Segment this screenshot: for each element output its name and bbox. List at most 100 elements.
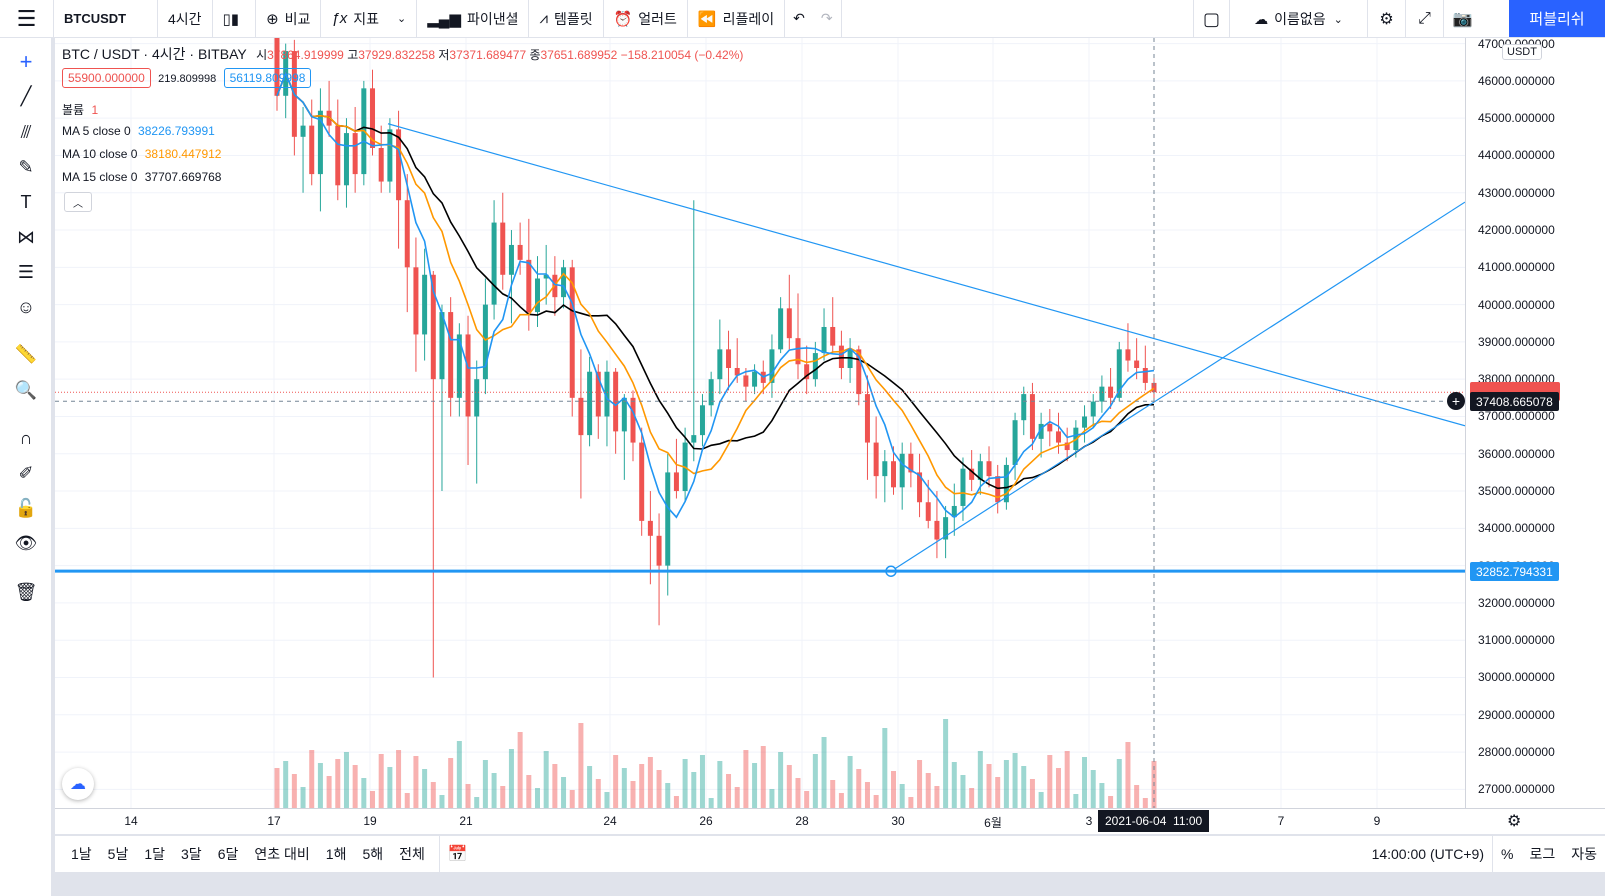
candle-body — [1064, 442, 1070, 451]
fullscreen-square-button[interactable]: ▢ — [1193, 0, 1229, 38]
smile-icon[interactable]: ☺ — [16, 296, 36, 317]
zoom-icon[interactable]: 🔍 — [14, 379, 38, 400]
ruler-icon[interactable]: 📏 — [14, 343, 38, 364]
candle-body — [699, 405, 705, 436]
volume-bar — [769, 789, 775, 808]
clock-timezone[interactable]: 14:00:00 (UTC+9) — [1371, 846, 1485, 862]
volume-bar — [413, 756, 419, 808]
candle-body — [1003, 464, 1009, 503]
volume-bar — [717, 761, 723, 808]
chevron-down-icon: ⌄ — [1333, 13, 1343, 26]
volume-bar — [448, 758, 454, 808]
volume-bar — [604, 792, 610, 808]
candle-body — [1082, 416, 1088, 428]
eye-icon[interactable]: 👁 — [14, 532, 38, 553]
alerts-button[interactable]: ⏰ 얼러트 — [604, 0, 688, 38]
trash-icon[interactable]: 🗑 — [14, 581, 38, 602]
volume-bar — [665, 783, 671, 808]
volume-bar — [812, 754, 818, 808]
indicators-button[interactable]: ƒx 지표 ⌄ — [321, 0, 418, 38]
compare-button[interactable]: ⊕ 비교 — [256, 0, 322, 38]
replay-button[interactable]: ⏪ 리플레이 — [688, 0, 786, 38]
candle-body — [1021, 394, 1027, 421]
snapshot-button[interactable]: 📷 — [1443, 0, 1481, 38]
prediction-icon[interactable]: ☰ — [17, 261, 35, 282]
volume-bar — [500, 786, 506, 808]
publish-button[interactable]: 퍼블리쉬 — [1509, 0, 1605, 37]
candle-body — [352, 133, 358, 175]
time-tick: 6월 — [984, 816, 1002, 830]
range-button[interactable]: 1날 — [71, 846, 92, 862]
percent-toggle[interactable]: % — [1492, 836, 1521, 872]
layout-name-button[interactable]: ☁ 이름없음 ⌄ — [1229, 0, 1367, 38]
volume-bar — [847, 756, 853, 808]
interval-button[interactable]: 4시간 — [158, 0, 213, 38]
time-axis[interactable]: 14 17 19 21 24 26 28 30 6월 3 7 9 2021-06-04 11:00 ⚙ — [55, 808, 1605, 834]
chart-type-button[interactable]: ▯▮ — [213, 0, 257, 38]
volume-bar — [1047, 755, 1053, 808]
text-icon[interactable]: T — [20, 191, 32, 212]
alerts-label: 얼러트 — [638, 10, 677, 27]
log-toggle[interactable]: 로그 — [1529, 846, 1556, 862]
hline-price-label: 32852.794331 — [1470, 562, 1559, 582]
ask-box[interactable]: 56119.809998 — [223, 68, 312, 88]
chart-canvas[interactable] — [55, 38, 1465, 808]
range-button[interactable]: 6달 — [217, 846, 239, 862]
candle-body — [673, 472, 679, 492]
menu-icon[interactable]: ☰ — [0, 0, 54, 38]
crosshair-icon[interactable]: + — [19, 49, 33, 74]
chart-pane[interactable] — [55, 38, 1465, 808]
brush-icon[interactable]: ✎ — [18, 156, 34, 177]
volume-bar — [543, 751, 549, 808]
candle-body — [864, 394, 870, 443]
lock-drawing-icon[interactable]: ✐ — [18, 462, 34, 483]
price-axis[interactable]: 47000.00000046000.00000045000.0000004400… — [1465, 38, 1605, 808]
price-tick: 36000.000000 — [1478, 446, 1555, 461]
undo-button[interactable]: ↶ — [793, 10, 805, 26]
templates-button[interactable]: ⩘ 템플릿 — [529, 0, 604, 38]
redo-button[interactable]: ↷ — [813, 0, 842, 38]
gear-icon[interactable]: ⚙ — [1507, 813, 1522, 830]
currency-badge[interactable]: USDT — [1502, 44, 1542, 60]
candle-body — [482, 304, 488, 380]
settings-button[interactable]: ⚙ — [1367, 0, 1405, 38]
ma5-value: 38226.793991 — [138, 124, 215, 138]
magnet-icon[interactable]: ∩ — [19, 427, 33, 448]
ma15-line — [276, 71, 1155, 490]
tradingview-logo-icon[interactable]: ☁ — [62, 768, 94, 800]
range-button[interactable]: 5날 — [107, 846, 129, 862]
lock-icon[interactable]: 🔓 — [14, 497, 38, 518]
add-alert-plus-icon[interactable]: + — [1447, 392, 1465, 411]
volume-bar — [969, 788, 975, 808]
bid-box[interactable]: 55900.000000 — [62, 68, 151, 88]
range-button[interactable]: 1달 — [144, 846, 166, 862]
pattern-icon[interactable]: ⋈ — [17, 226, 35, 247]
volume-bar — [343, 752, 349, 808]
range-button[interactable]: 연초 대비 — [254, 846, 310, 862]
range-button[interactable]: 1해 — [325, 846, 347, 862]
symbol-search-button[interactable]: BTCUSDT — [54, 0, 158, 38]
volume-label: 볼륨 — [62, 103, 85, 117]
candle-body — [778, 308, 784, 350]
legend-collapse-button[interactable]: ︿ — [64, 192, 92, 212]
candle-body — [396, 129, 402, 201]
volume-bar — [977, 751, 983, 808]
range-button[interactable]: 5해 — [362, 846, 384, 862]
date-range-button[interactable]: 📅 — [438, 836, 476, 872]
time-tick: 28 — [795, 814, 809, 828]
financials-button[interactable]: ▂▄▆ 파이낸셜 — [417, 0, 530, 38]
auto-toggle[interactable]: 자동 — [1571, 846, 1597, 862]
crosshair-price-label: 37408.665078 — [1470, 392, 1559, 412]
fullscreen-button[interactable]: ⤢ — [1405, 0, 1443, 38]
range-button[interactable]: 전체 — [399, 846, 425, 862]
volume-bar — [1142, 798, 1148, 808]
time-tick: 24 — [603, 814, 617, 828]
drawing-toolbar: + ╱ ⫻ ✎ T ⋈ ☰ ☺ 📏 🔍 ∩ ✐ 🔓 👁 🗑 — [0, 38, 52, 896]
candle-body — [508, 244, 514, 275]
range-button[interactable]: 3달 — [181, 846, 202, 862]
fib-tool-icon[interactable]: ⫻ — [20, 121, 32, 142]
candle-body — [621, 397, 627, 432]
volume-bar — [743, 750, 749, 808]
candle-body — [569, 267, 575, 398]
trendline-icon[interactable]: ╱ — [20, 85, 32, 106]
